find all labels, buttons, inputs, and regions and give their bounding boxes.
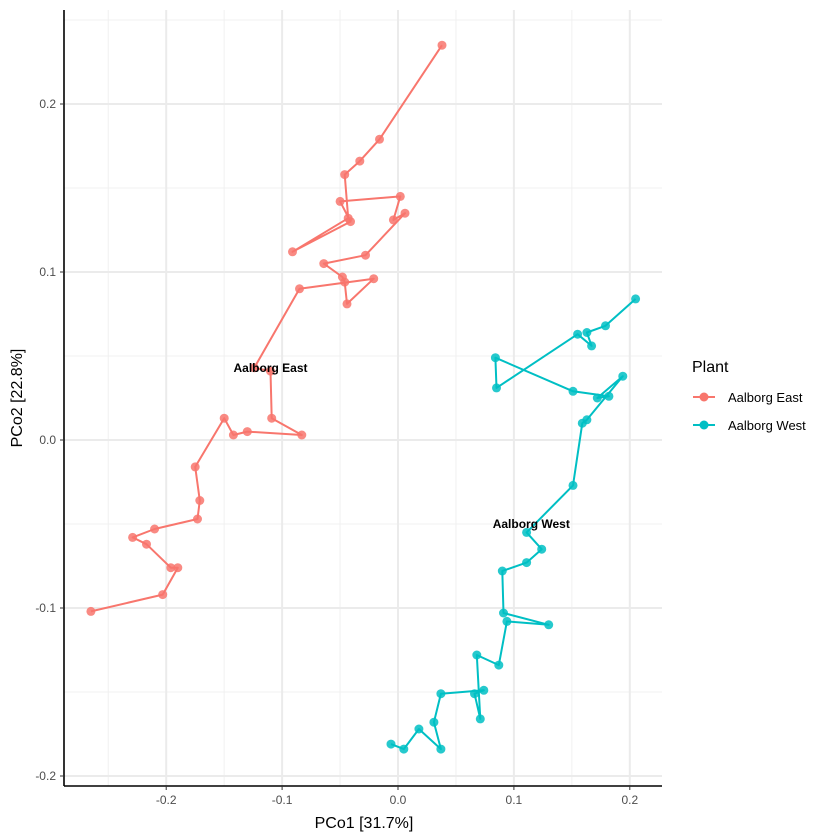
data-point-aalborg-east — [228, 430, 238, 440]
data-point-aalborg-west — [436, 689, 446, 699]
data-point-aalborg-west — [522, 527, 532, 537]
x-tick-label: 0.1 — [506, 793, 523, 807]
data-point-aalborg-east — [173, 563, 183, 573]
series-line-aalborg-west — [390, 298, 637, 751]
grid — [64, 10, 662, 786]
legend-marker-aalborg-east — [699, 392, 709, 402]
data-point-aalborg-west — [399, 744, 409, 754]
data-point-aalborg-east — [355, 156, 365, 166]
legend-item-aalborg-east: Aalborg East — [693, 390, 803, 405]
data-point-aalborg-east — [342, 299, 352, 309]
series-line-aalborg-east — [90, 44, 443, 613]
data-point-aalborg-east — [297, 430, 307, 440]
data-point-aalborg-east — [86, 606, 96, 616]
x-tick-label: 0.2 — [621, 793, 638, 807]
data-point-aalborg-east — [346, 217, 355, 227]
data-point-aalborg-west — [587, 341, 597, 351]
data-point-aalborg-west — [568, 386, 578, 396]
x-tick-label: 0.0 — [390, 793, 407, 807]
data-point-aalborg-east — [242, 427, 252, 437]
data-point-aalborg-east — [150, 524, 160, 534]
data-point-aalborg-west — [573, 329, 583, 339]
data-point-aalborg-west — [592, 393, 602, 403]
data-point-aalborg-east — [266, 366, 275, 376]
data-point-aalborg-west — [522, 558, 532, 568]
data-point-aalborg-west — [492, 383, 501, 393]
data-point-aalborg-east — [400, 208, 410, 218]
data-point-aalborg-west — [544, 620, 554, 630]
axes — [63, 10, 662, 787]
data-point-aalborg-east — [288, 247, 297, 257]
data-point-aalborg-east — [158, 590, 168, 600]
series-aalborg-west — [386, 294, 641, 754]
data-point-aalborg-west — [497, 566, 507, 576]
y-axis-title: PCo2 [22.8%] — [9, 349, 26, 448]
legend-title: Plant — [692, 359, 729, 376]
x-tick-label: -0.1 — [272, 793, 293, 807]
data-point-aalborg-east — [295, 284, 304, 294]
data-point-aalborg-east — [340, 170, 350, 180]
legend-label-aalborg-east: Aalborg East — [728, 390, 803, 405]
data-point-aalborg-west — [436, 744, 446, 754]
data-point-aalborg-east — [361, 250, 370, 260]
data-point-aalborg-west — [568, 480, 578, 490]
legend-label-aalborg-west: Aalborg West — [728, 418, 806, 433]
group-label-aalborg-west: Aalborg West — [493, 517, 570, 531]
data-point-aalborg-east — [249, 363, 259, 373]
data-point-aalborg-east — [395, 191, 405, 201]
data-point-aalborg-east — [437, 40, 447, 50]
ticks: -0.2 -0.1 0.0 0.1 0.2 -0.2 -0.1 0.0 0.1 0.2 — [35, 97, 638, 807]
data-point-aalborg-west — [479, 685, 489, 695]
data-point-aalborg-west — [577, 418, 587, 428]
data-point-aalborg-west — [631, 294, 641, 304]
data-point-aalborg-west — [582, 328, 592, 337]
data-point-aalborg-east — [375, 134, 384, 144]
y-tick-label: 0.2 — [39, 97, 56, 111]
data-point-aalborg-east — [319, 259, 329, 269]
data-point-aalborg-east — [128, 532, 138, 542]
data-point-aalborg-east — [190, 462, 200, 472]
data-point-aalborg-west — [494, 660, 504, 670]
data-point-aalborg-west — [475, 714, 485, 724]
group-labels: Aalborg East Aalborg West — [234, 361, 570, 531]
data-point-aalborg-west — [386, 739, 396, 749]
legend-item-aalborg-west: Aalborg West — [693, 418, 806, 433]
data-point-aalborg-west — [414, 724, 424, 734]
x-axis-title: PCo1 [31.7%] — [315, 815, 414, 832]
data-point-aalborg-west — [604, 391, 614, 401]
data-point-aalborg-west — [499, 608, 508, 618]
data-point-aalborg-west — [537, 544, 547, 554]
data-point-aalborg-east — [193, 514, 202, 524]
legend-items: Aalborg East Aalborg West — [693, 390, 806, 433]
data-point-aalborg-west — [502, 616, 512, 626]
x-tick-label: -0.2 — [156, 793, 177, 807]
legend-marker-aalborg-west — [699, 420, 709, 430]
data-point-aalborg-east — [340, 277, 350, 287]
y-tick-label: 0.0 — [39, 433, 56, 447]
data-point-aalborg-east — [142, 539, 151, 549]
series-aalborg-east — [86, 40, 447, 616]
data-point-aalborg-east — [219, 413, 229, 423]
data-point-aalborg-east — [267, 413, 277, 423]
y-tick-label: -0.1 — [35, 601, 56, 615]
data-point-aalborg-east — [369, 274, 379, 284]
data-point-aalborg-east — [388, 215, 398, 225]
data-series — [86, 40, 641, 754]
data-point-aalborg-west — [472, 650, 482, 660]
data-point-aalborg-west — [601, 321, 610, 331]
y-tick-label: 0.1 — [39, 265, 56, 279]
legend: Plant Aalborg East Aalborg West — [692, 359, 806, 433]
group-label-aalborg-east: Aalborg East — [234, 361, 308, 375]
data-point-aalborg-west — [618, 371, 628, 381]
data-point-aalborg-west — [490, 353, 500, 363]
data-point-aalborg-east — [335, 196, 345, 206]
data-point-aalborg-east — [166, 563, 176, 573]
data-point-aalborg-west — [429, 717, 439, 727]
data-point-aalborg-east — [195, 496, 205, 505]
data-point-aalborg-west — [470, 689, 479, 699]
y-tick-label: -0.2 — [35, 769, 56, 783]
